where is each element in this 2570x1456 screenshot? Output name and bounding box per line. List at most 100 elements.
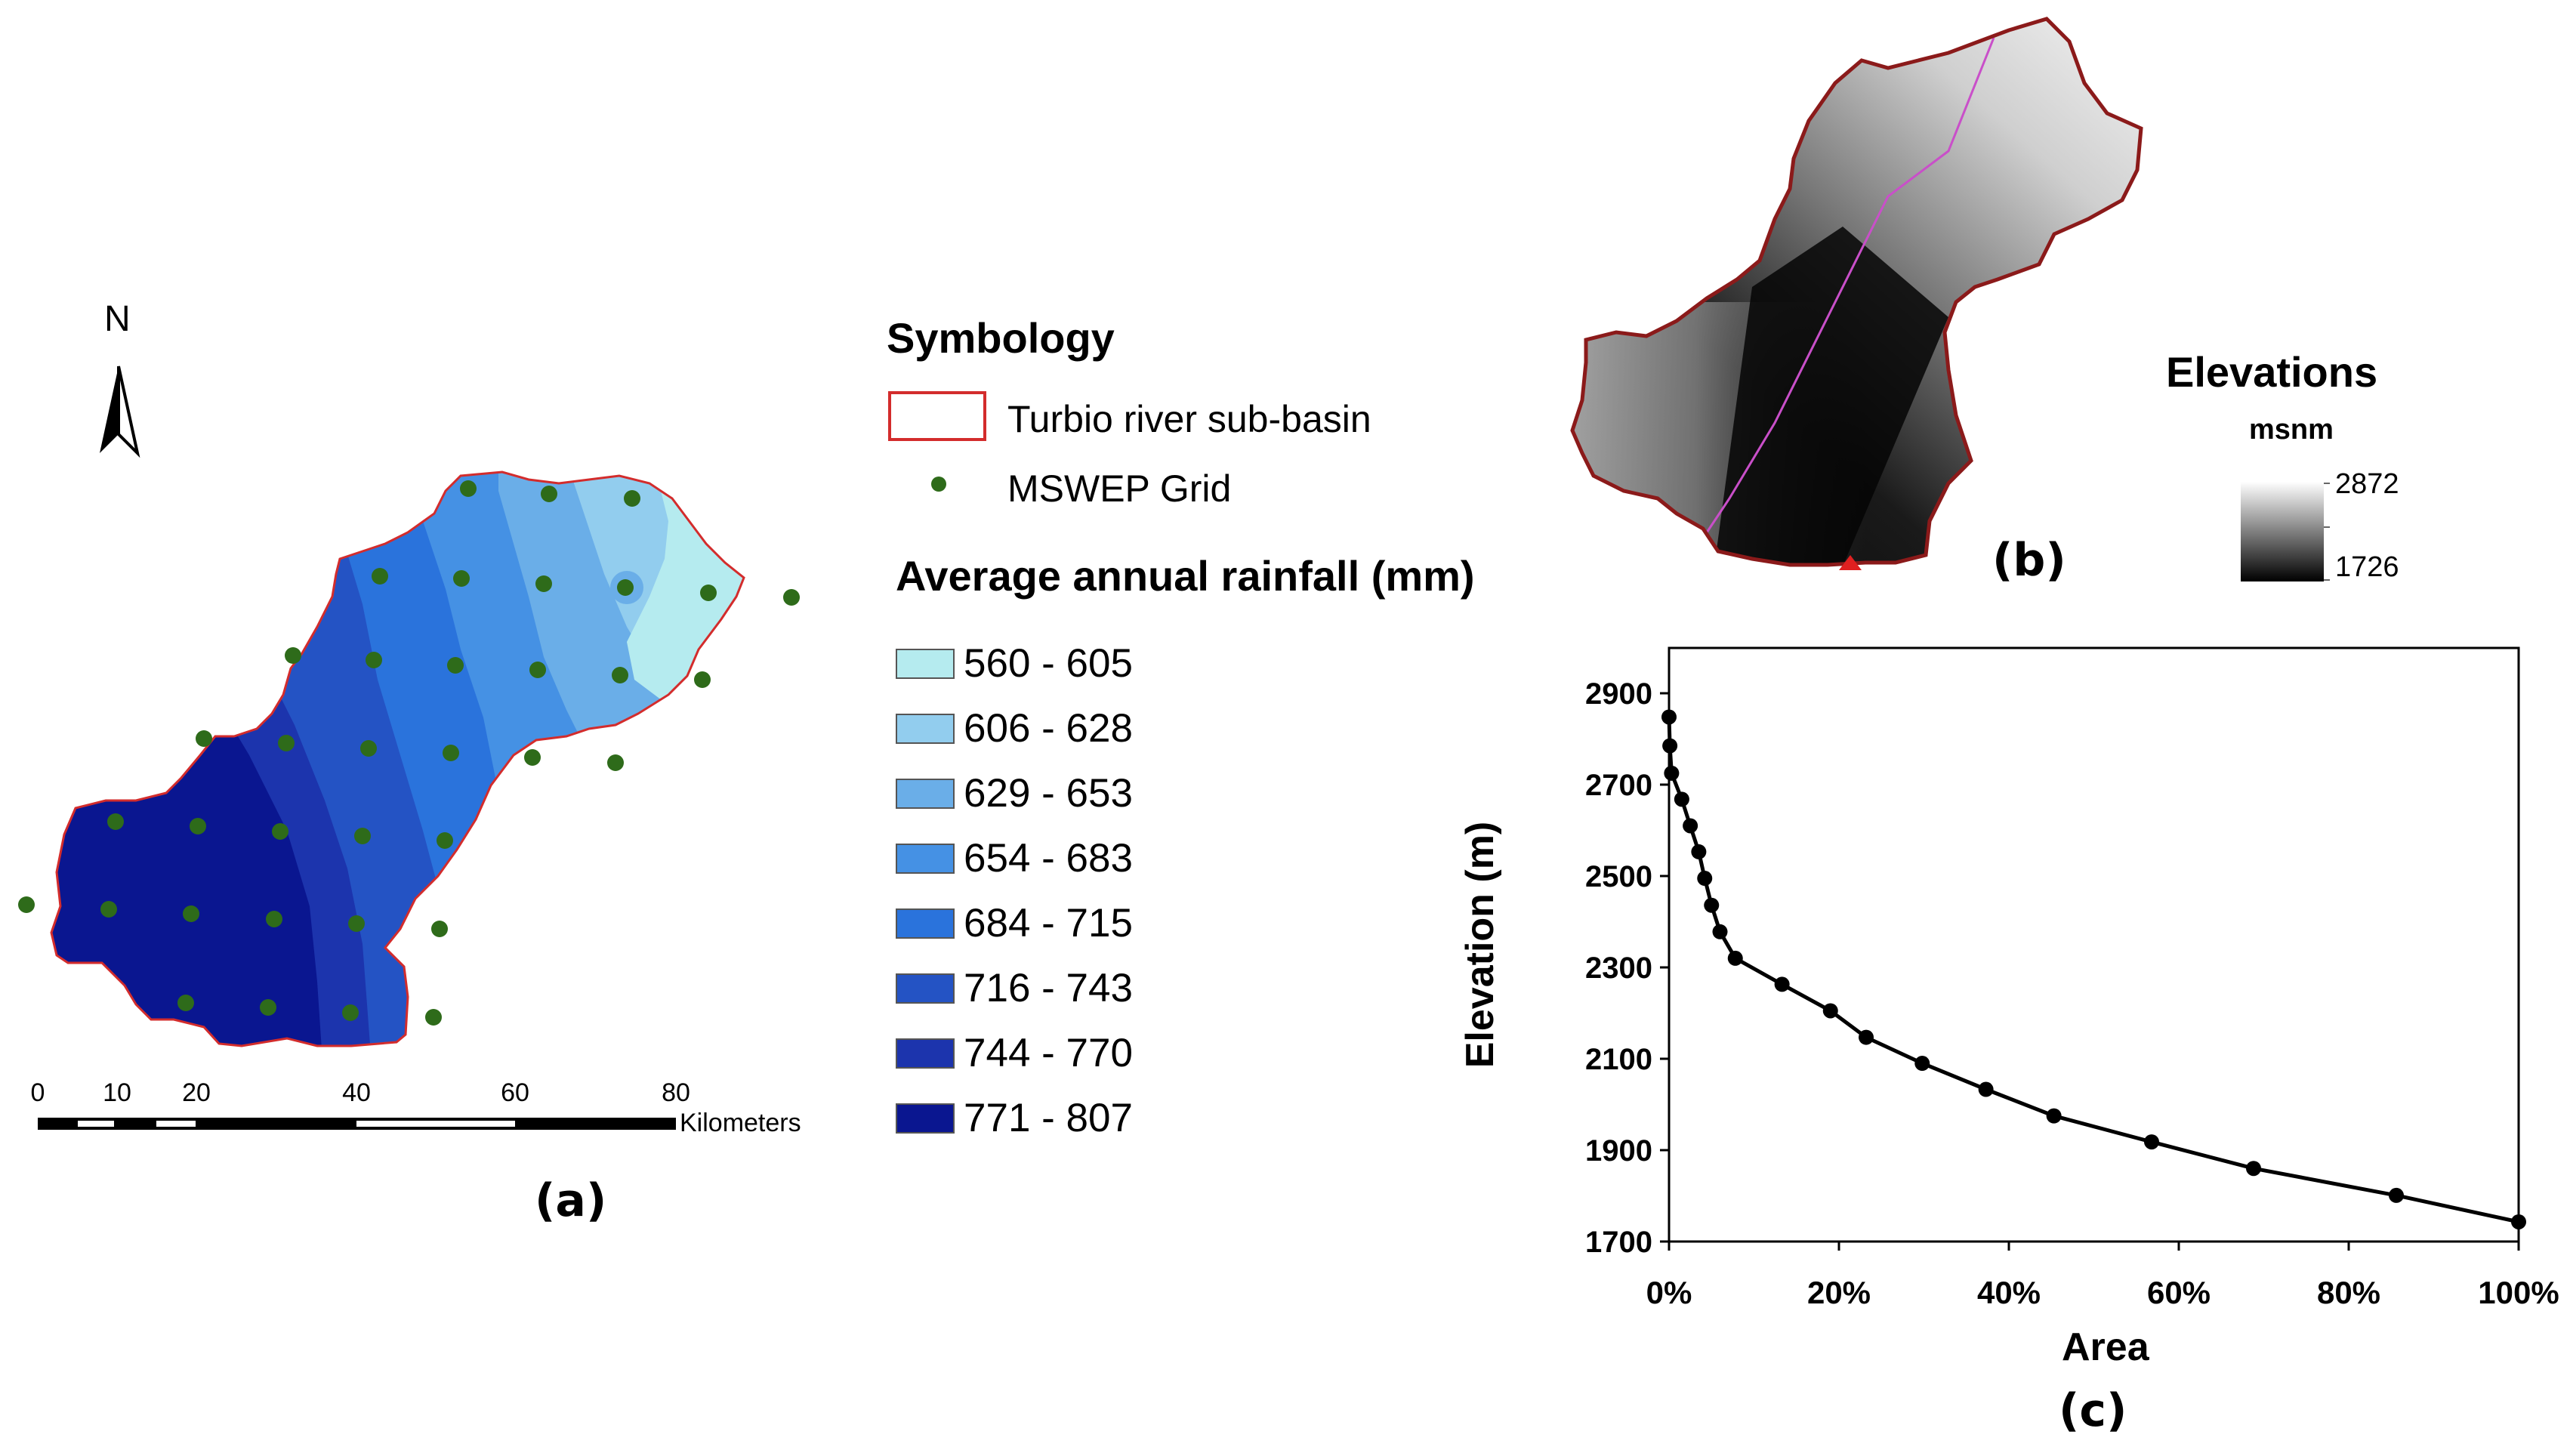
grid-point xyxy=(700,585,717,601)
rainfall-class-0: 560 - 605 xyxy=(896,640,1133,686)
y-tick-label: 1900 xyxy=(1585,1134,1652,1168)
rainfall-class-label: 629 - 653 xyxy=(964,771,1133,816)
x-tick-label: 40% xyxy=(1977,1275,2041,1310)
grid-point xyxy=(372,568,388,585)
hypsometric-curve xyxy=(1667,717,2519,1224)
grid-point xyxy=(354,828,371,844)
rainfall-class-swatch xyxy=(896,713,955,744)
panel-label-a: (a) xyxy=(535,1174,607,1227)
data-point xyxy=(1674,791,1689,807)
rainfall-class-label: 716 - 743 xyxy=(964,966,1133,1010)
scale-tick-10: 10 xyxy=(103,1078,131,1107)
scale-tick-60: 60 xyxy=(501,1078,529,1107)
rainfall-class-swatch xyxy=(896,1103,955,1134)
basin-legend-swatch xyxy=(888,391,986,441)
grid-point xyxy=(348,915,365,932)
chart-x-axis-title: Area xyxy=(2062,1325,2149,1369)
elevation-colorbar xyxy=(2241,482,2324,581)
grid-point xyxy=(447,657,464,674)
grid-point xyxy=(541,486,557,502)
data-point xyxy=(1697,871,1713,887)
data-point xyxy=(1712,924,1728,939)
rainfall-class-swatch xyxy=(896,973,955,1004)
rainfall-class-swatch xyxy=(896,908,955,939)
scale-tick-20: 20 xyxy=(182,1078,211,1107)
scale-tick-0: 0 xyxy=(30,1078,45,1107)
x-tick-label: 60% xyxy=(2147,1275,2211,1310)
grid-point xyxy=(607,754,624,771)
data-point xyxy=(1774,976,1790,992)
panel-label-b: (b) xyxy=(1992,534,2066,587)
rainfall-class-swatch xyxy=(896,778,955,809)
grid-point xyxy=(196,730,212,747)
elevation-map xyxy=(1570,17,2330,581)
grid-point xyxy=(177,995,194,1011)
grid-point xyxy=(278,735,295,751)
data-point xyxy=(1704,897,1720,913)
data-point xyxy=(2389,1187,2404,1203)
grid-point xyxy=(342,1004,359,1021)
y-tick-label: 2900 xyxy=(1585,677,1652,711)
grid-legend-label: MSWEP Grid xyxy=(1007,467,1232,510)
x-tick-label: 20% xyxy=(1807,1275,1871,1310)
chart-plot-frame xyxy=(1668,646,2520,1243)
rainfall-class-2: 629 - 653 xyxy=(896,770,1133,816)
data-point xyxy=(2046,1108,2062,1124)
data-point xyxy=(1859,1029,1874,1045)
data-point xyxy=(1978,1081,1994,1097)
elevations-title: Elevations xyxy=(2166,348,2378,396)
x-tick-label: 0% xyxy=(1646,1275,1692,1310)
grid-point xyxy=(437,832,453,849)
scale-tick-80: 80 xyxy=(662,1078,690,1107)
north-arrow-icon xyxy=(100,366,140,458)
data-point xyxy=(1664,765,1680,781)
grid-legend-dot xyxy=(931,477,946,492)
north-label: N xyxy=(104,299,131,339)
scale-tick-40: 40 xyxy=(342,1078,371,1107)
grid-point xyxy=(524,749,541,766)
x-tick-label: 80% xyxy=(2317,1275,2380,1310)
grid-point xyxy=(617,579,634,596)
rainfall-class-4: 684 - 715 xyxy=(896,900,1133,946)
rainfall-class-7: 771 - 807 xyxy=(896,1095,1133,1141)
grid-point xyxy=(107,813,124,830)
rainfall-class-label: 654 - 683 xyxy=(964,836,1133,881)
data-point xyxy=(1691,844,1707,859)
y-tick-label: 2300 xyxy=(1585,952,1652,985)
rainfall-class-label: 771 - 807 xyxy=(964,1096,1133,1140)
y-tick-label: 1700 xyxy=(1585,1226,1652,1259)
rainfall-class-swatch xyxy=(896,1038,955,1069)
grid-point xyxy=(260,999,276,1016)
elevation-max-label: 2872 xyxy=(2335,468,2399,500)
rainfall-zones xyxy=(51,472,744,1046)
grid-point xyxy=(612,667,628,683)
grid-point xyxy=(100,901,117,918)
x-tick-label: 100% xyxy=(2478,1275,2559,1310)
scale-unit: Kilometers xyxy=(680,1109,801,1137)
rainfall-class-label: 684 - 715 xyxy=(964,901,1133,945)
grid-point xyxy=(190,818,206,834)
rainfall-class-swatch xyxy=(896,843,955,874)
elevation-unit: msnm xyxy=(2249,414,2334,446)
rainfall-map xyxy=(18,366,800,1130)
basin-legend-label: Turbio river sub-basin xyxy=(1007,398,1371,440)
rainfall-class-label: 744 - 770 xyxy=(964,1031,1133,1075)
grid-point xyxy=(366,652,382,668)
data-point xyxy=(1822,1003,1838,1019)
rainfall-class-3: 654 - 683 xyxy=(896,835,1133,881)
rainfall-class-1: 606 - 628 xyxy=(896,705,1133,751)
grid-point xyxy=(360,740,377,757)
data-point xyxy=(2511,1214,2526,1229)
rainfall-class-6: 744 - 770 xyxy=(896,1030,1133,1076)
chart-y-axis-title: Elevation (m) xyxy=(1458,821,1502,1069)
data-point xyxy=(1914,1056,1930,1072)
grid-point xyxy=(18,896,35,913)
data-point xyxy=(2246,1161,2261,1177)
grid-point xyxy=(460,480,477,497)
grid-point xyxy=(443,745,459,761)
rainfall-class-label: 606 - 628 xyxy=(964,706,1133,751)
grid-point xyxy=(266,911,282,927)
data-point xyxy=(1661,709,1677,725)
y-tick-label: 2100 xyxy=(1585,1043,1652,1076)
grid-point xyxy=(535,575,552,592)
